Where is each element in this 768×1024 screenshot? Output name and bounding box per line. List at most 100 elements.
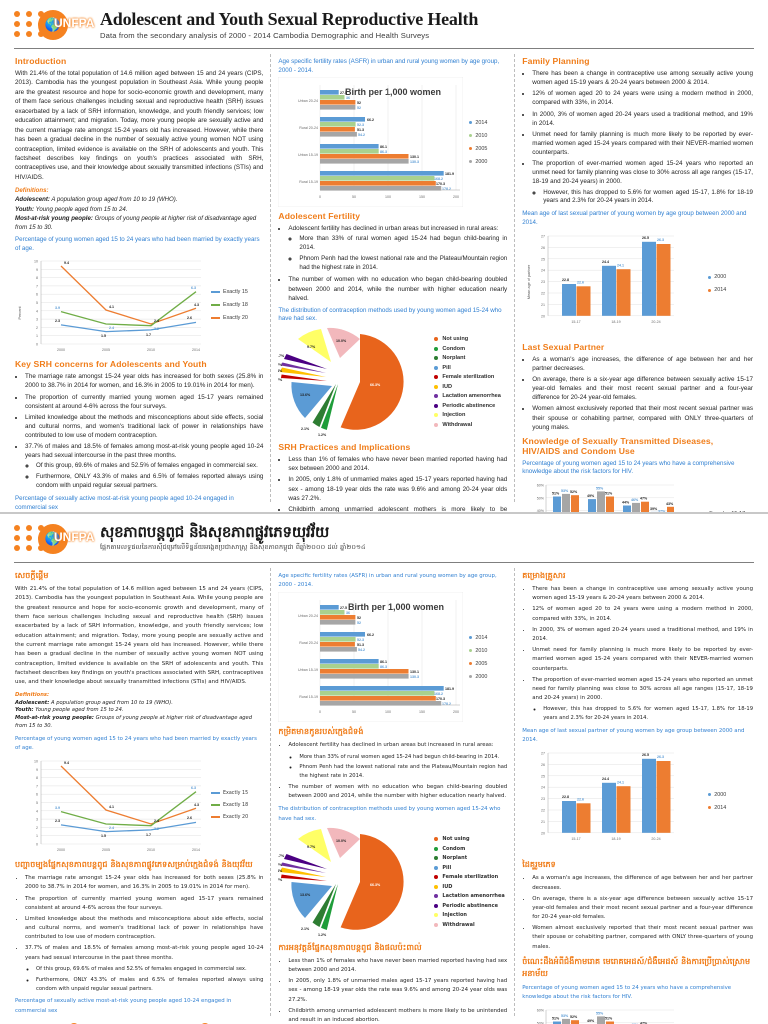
list-item: Phnom Penh had the lowest national rate … xyxy=(299,255,507,273)
page-title: Adolescent and Youth Sexual Reproductive… xyxy=(100,9,479,30)
section-heading-introduction: Introduction xyxy=(15,56,67,66)
list-item: On average, there is a six-year age diff… xyxy=(532,895,753,923)
legend-item: Lactation amenorrhea xyxy=(434,893,505,899)
unfpa-wordmark: UNFPA xyxy=(54,530,95,544)
svg-text:200: 200 xyxy=(453,195,459,199)
svg-text:25: 25 xyxy=(541,775,545,779)
svg-text:52.3: 52.3 xyxy=(357,123,364,127)
chart-asfr-bars-khmer: Birth per 1,000 women Urban 20-24 Rural 2… xyxy=(278,592,507,723)
definition-item: Most-at-risk young people: Groups of you… xyxy=(15,715,253,729)
svg-text:18-19: 18-19 xyxy=(612,320,621,324)
svg-text:3.9: 3.9 xyxy=(55,806,60,810)
svg-text:1: 1 xyxy=(36,334,38,338)
unfpa-wordmark: UNFPA xyxy=(54,16,95,30)
svg-text:1: 1 xyxy=(36,834,38,838)
legend-item: Withdrawal xyxy=(434,922,504,928)
legend-item: 2005 xyxy=(469,661,487,667)
section-heading-family-planning-khmer: គម្រោងគ្រួសារ xyxy=(522,571,566,580)
svg-text:22.6: 22.6 xyxy=(577,798,584,802)
list-item: The proportion of ever-married women age… xyxy=(532,676,753,704)
svg-text:9: 9 xyxy=(36,268,38,272)
svg-text:26: 26 xyxy=(541,246,545,250)
list-item: In 2005, only 1.8% of unmarried males ag… xyxy=(288,475,507,502)
svg-text:2014: 2014 xyxy=(192,348,200,352)
svg-text:4.3: 4.3 xyxy=(194,303,199,307)
list-item: In 2000, 3% of women aged 20-24 years us… xyxy=(532,626,753,644)
svg-text:54.2: 54.2 xyxy=(358,133,365,137)
page-header-english: 🌎 UNFPA Adolescent and Youth Sexual Repr… xyxy=(8,6,760,45)
svg-text:7: 7 xyxy=(36,285,38,289)
chart-caption-hiv-khmer: Percentage of young women aged 15 to 24 … xyxy=(522,984,732,1000)
svg-text:1.4%: 1.4% xyxy=(278,369,283,373)
svg-text:66.2: 66.2 xyxy=(367,118,374,122)
svg-text:6: 6 xyxy=(36,293,38,297)
svg-text:27.5: 27.5 xyxy=(340,606,347,610)
asfr-bar-svg: Birth per 1,000 women Urban 20-24 Rural 2… xyxy=(278,77,464,208)
family-planning-sub-bullets: However, this has dropped to 5.6% for wo… xyxy=(532,189,753,207)
svg-text:0: 0 xyxy=(36,343,38,347)
svg-text:2.6: 2.6 xyxy=(187,316,192,320)
svg-text:0.7%: 0.7% xyxy=(278,863,283,867)
svg-text:44%: 44% xyxy=(622,501,630,505)
section-heading-practices-khmer: ការអនុវត្តន៍ផ្នែកសុខភាពបន្តពូជ និងផលប៉ះព… xyxy=(278,942,422,952)
svg-text:4.1: 4.1 xyxy=(109,305,114,309)
legend-item: 2010 xyxy=(469,648,487,654)
svg-text:Rural 15-19: Rural 15-19 xyxy=(300,180,319,184)
svg-text:22.8: 22.8 xyxy=(562,278,569,282)
chart-asfr-bars: Birth per 1,000 women Urban 20-24 Rural 2… xyxy=(278,77,507,208)
svg-text:5: 5 xyxy=(36,301,38,305)
chart-caption-hiv-knowledge: Percentage of young women aged 15 to 24 … xyxy=(522,459,735,476)
legend-item: Pill xyxy=(434,365,500,371)
svg-text:178.2: 178.2 xyxy=(442,187,451,191)
svg-text:10.0%: 10.0% xyxy=(336,339,347,343)
svg-text:Mean age of partner: Mean age of partner xyxy=(527,264,531,299)
svg-text:2.6: 2.6 xyxy=(187,816,192,820)
svg-text:Rural 20-24: Rural 20-24 xyxy=(300,641,319,645)
list-item: The proportion of currently married youn… xyxy=(25,895,263,913)
svg-text:2010: 2010 xyxy=(147,848,155,852)
svg-text:7: 7 xyxy=(36,785,38,789)
svg-text:178.2: 178.2 xyxy=(442,702,451,706)
svg-text:24.1: 24.1 xyxy=(617,781,624,785)
legend-item: 2005 xyxy=(469,146,487,152)
svg-text:3.9: 3.9 xyxy=(55,306,60,310)
chart-caption-asfr-khmer: Age specific fertility rates (ASFR) in u… xyxy=(278,573,497,589)
key-srh-bullets-khmer: The marriage rate amongst 15-24 year old… xyxy=(15,874,263,993)
svg-text:13.6%: 13.6% xyxy=(300,893,311,897)
list-item: More than 33% of rural women aged 15-24 … xyxy=(299,753,507,762)
legend-item: IUD xyxy=(434,884,504,890)
content-columns-khmer: សេចក្តីផ្តើម With 21.4% of the total pop… xyxy=(8,568,760,1024)
svg-text:86.3: 86.3 xyxy=(380,150,387,154)
svg-text:51%: 51% xyxy=(552,1017,560,1021)
content-columns-english: Introduction With 21.4% of the total pop… xyxy=(8,54,760,512)
svg-text:6.3: 6.3 xyxy=(191,286,196,290)
list-item: Unmet need for family planning is much m… xyxy=(532,130,753,157)
family-planning-bullets-khmer: There has been a change in contraceptive… xyxy=(522,585,753,723)
svg-text:13.6%: 13.6% xyxy=(300,393,311,397)
legend-item: Not using xyxy=(434,836,504,842)
key-srh-bullets: The marriage rate amongst 15-24 year old… xyxy=(15,372,263,491)
svg-text:66.3%: 66.3% xyxy=(370,883,381,887)
svg-text:26: 26 xyxy=(541,763,545,767)
header-divider xyxy=(14,48,754,49)
svg-text:20-24: 20-24 xyxy=(652,320,661,324)
column-middle-khmer: Age specific fertility rates (ASFR) in u… xyxy=(270,568,516,1023)
svg-text:150: 150 xyxy=(419,710,425,714)
chart-mean-age-partner: Mean age of partner 27 26 25 24 23 22 21 20 xyxy=(522,230,753,338)
page-title-khmer: សុខភាពបន្តពូជ និងសុខភាពផ្លូវភេទយុវវ័យ xyxy=(100,523,330,542)
svg-text:Urban 15-19: Urban 15-19 xyxy=(298,668,318,672)
legend-item: Female sterilization xyxy=(434,374,500,380)
legend-contraception-pie: Not using Condom Norplant Pill Female st… xyxy=(426,326,501,438)
svg-text:22: 22 xyxy=(541,809,545,813)
svg-text:1.2%: 1.2% xyxy=(318,433,327,437)
list-item: Limited knowledge about the methods and … xyxy=(25,413,263,440)
legend-item: 2014 xyxy=(708,805,726,811)
svg-text:1.7%: 1.7% xyxy=(278,854,285,858)
list-item: More than 33% of rural women aged 15-24 … xyxy=(299,235,507,253)
svg-text:9: 9 xyxy=(36,768,38,772)
list-item: However, this has dropped to 5.6% for wo… xyxy=(543,189,753,207)
list-item: Furthermore, ONLY 43.3% of males and 6.5… xyxy=(36,473,263,491)
